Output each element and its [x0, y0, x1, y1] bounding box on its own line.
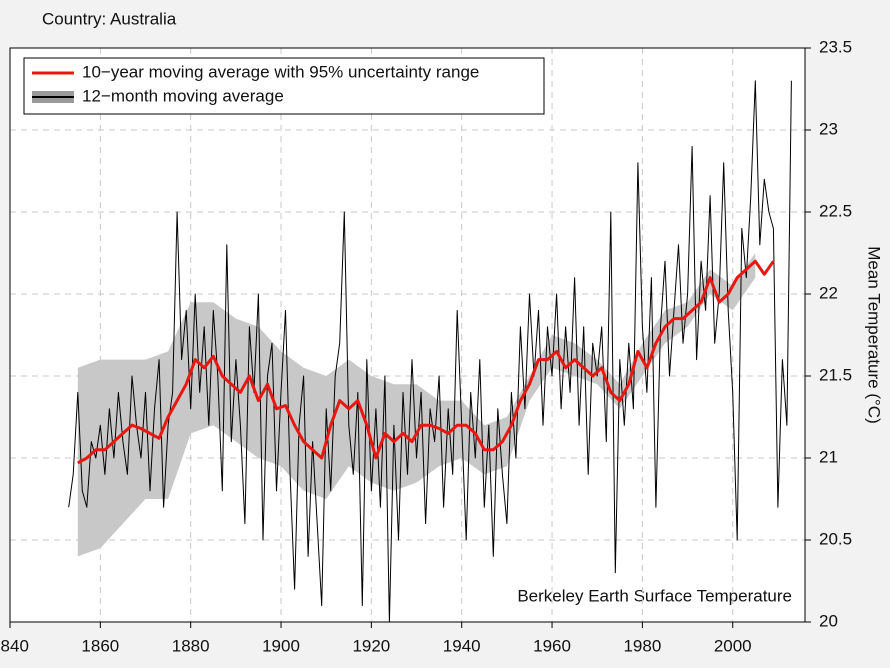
- x-tick-label: 1860: [81, 636, 119, 655]
- x-tick-label: 1900: [262, 636, 300, 655]
- y-tick-label: 20.5: [819, 529, 852, 548]
- y-tick-label: 20: [819, 611, 838, 630]
- annotation: Berkeley Earth Surface Temperature: [517, 586, 792, 605]
- y-axis-label: Mean Temperature (°C): [865, 246, 884, 424]
- x-tick-label: 1980: [623, 636, 661, 655]
- plot-area: [10, 48, 805, 622]
- x-tick-label: 1840: [0, 636, 29, 655]
- y-tick-label: 21.5: [819, 365, 852, 384]
- chart-title: Country: Australia: [42, 9, 177, 28]
- x-tick-label: 1960: [533, 636, 571, 655]
- legend: 10−year moving average with 95% uncertai…: [23, 57, 545, 115]
- y-tick-label: 23.5: [819, 37, 852, 56]
- series-line: [77, 259, 775, 465]
- y-tick-label: 22.5: [819, 201, 852, 220]
- x-tick-label: 1920: [352, 636, 390, 655]
- x-tick-label: 1940: [443, 636, 481, 655]
- uncertainty-band: [77, 253, 756, 557]
- legend-box: [23, 57, 545, 115]
- y-tick-label: 22: [819, 283, 838, 302]
- plot-frame: [9, 47, 806, 623]
- y-tick-label: 21: [819, 447, 838, 466]
- legend-label: 12−month moving average: [82, 86, 284, 105]
- legend-label: 10−year moving average with 95% uncertai…: [82, 62, 479, 81]
- x-tick-label: 1880: [172, 636, 210, 655]
- x-tick-label: 2000: [714, 636, 752, 655]
- y-tick-label: 23: [819, 119, 838, 138]
